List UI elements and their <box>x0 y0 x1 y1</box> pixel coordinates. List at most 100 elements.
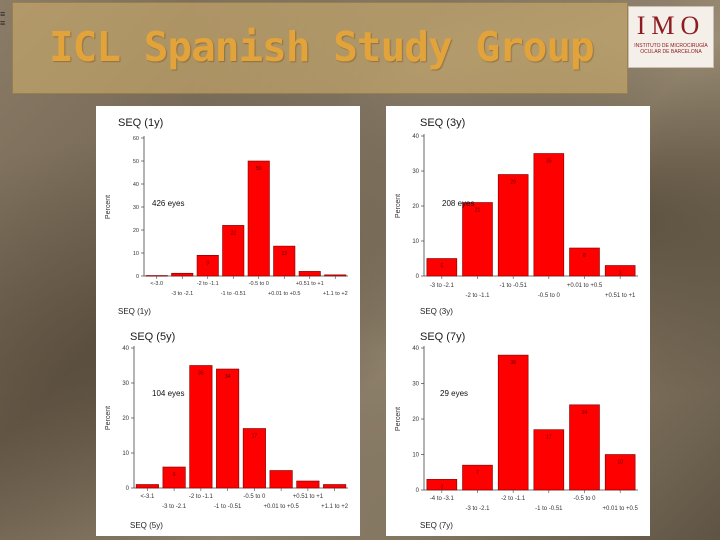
x-tick-label: -2 to -1.1 <box>501 496 526 502</box>
y-tick-label: 20 <box>412 204 419 210</box>
x-tick-label: -4 to -3.1 <box>430 496 455 502</box>
y-tick-label: 20 <box>133 228 139 234</box>
bar <box>247 160 270 277</box>
y-tick-label: 40 <box>412 346 419 352</box>
bar-data-label: 34 <box>225 374 231 380</box>
y-tick-label: 10 <box>412 239 419 245</box>
x-tick-label: +0.01 to +0.5 <box>263 504 299 510</box>
x-tick-label: +0.51 to +1 <box>296 281 324 287</box>
y-tick-label: 10 <box>412 453 419 459</box>
bar-data-label: 17 <box>546 435 552 441</box>
chart-title: SEQ (3y) <box>420 117 465 129</box>
x-tick-label: -0.5 to 0 <box>249 281 269 287</box>
bar-data-label: 38 <box>510 360 516 366</box>
y-axis-title: Percent <box>395 407 402 431</box>
x-tick-label: -3 to -2.1 <box>465 506 490 512</box>
eyes-annotation: 29 eyes <box>440 389 468 398</box>
y-tick-label: 60 <box>133 136 139 142</box>
bar <box>569 247 600 277</box>
chart-title: SEQ (5y) <box>130 331 175 343</box>
bar <box>323 484 347 489</box>
x-tick-label: +0.01 to +0.5 <box>602 506 638 512</box>
y-tick-label: 0 <box>136 274 139 280</box>
bar <box>269 470 293 489</box>
x-tick-label: -3 to -2.1 <box>162 504 187 510</box>
y-tick-label: 30 <box>133 205 139 211</box>
x-tick-label: -0.5 to 0 <box>538 293 561 299</box>
y-axis-title: Percent <box>105 406 112 430</box>
bar-data-label: 6 <box>173 472 176 478</box>
x-tick-label: -2 to -1.1 <box>465 293 490 299</box>
x-tick-label: +0.01 to +0.5 <box>567 283 603 289</box>
bar-data-label: 7 <box>476 470 479 476</box>
bar <box>135 484 159 489</box>
chart-seq3-svg: SEQ (3y) 0 10 20 30 40 Percent 5 -3 to -2.1 21 -2 … <box>395 117 638 316</box>
eyes-annotation: 208 eyes <box>442 199 474 208</box>
x-tick-label: -2 to -1.1 <box>197 281 219 287</box>
bar <box>298 271 321 277</box>
bar-data-label: 3 <box>619 271 622 277</box>
bar <box>296 480 320 489</box>
y-tick-label: 30 <box>122 381 129 387</box>
y-tick-label: 10 <box>133 251 139 257</box>
chart-seq7-svg: SEQ (7y) 0 10 20 30 40 Percent 3 -4 to -3.1 7 -3 t… <box>395 331 639 530</box>
chart-title: SEQ (7y) <box>420 331 465 343</box>
chart-panel-seq7: SEQ (7y) 0 10 20 30 40 Percent 3 -4 to -3.1 7 -3 t… <box>386 322 650 536</box>
bar-data-label: 35 <box>198 371 204 377</box>
x-tick-label: +0.01 to +0.5 <box>268 291 300 297</box>
x-tick-label: -1 to -0.51 <box>214 504 242 510</box>
x-tick-label: +0.51 to +1 <box>293 494 324 500</box>
y-axis-title: Percent <box>105 195 112 219</box>
bar <box>324 274 347 277</box>
bar-data-label: 35 <box>546 159 552 165</box>
x-tick-label: +1.1 to +2 <box>321 504 349 510</box>
bar <box>569 404 600 491</box>
bar-data-label: 50 <box>256 166 262 172</box>
chart-seq5-svg: SEQ (5y) 0 10 20 30 40 Percent <-3.1 6 -3 to -2.1… <box>105 331 349 530</box>
eyes-annotation: 426 eyes <box>152 199 184 208</box>
x-tick-label: +1.1 to +2 <box>323 291 348 297</box>
x-axis-title: SEQ (1y) <box>118 307 151 316</box>
y-tick-label: 30 <box>412 169 419 175</box>
bar-data-label: 24 <box>582 410 588 416</box>
bar <box>462 202 493 277</box>
y-axis-title: Percent <box>395 194 402 218</box>
x-tick-label: <-3.0 <box>150 281 163 287</box>
y-tick-label: 10 <box>122 451 129 457</box>
bar-data-label: 29 <box>510 180 516 186</box>
bar <box>189 365 213 489</box>
x-tick-label: -0.5 to 0 <box>243 494 266 500</box>
eyes-annotation: 104 eyes <box>152 389 184 398</box>
bar <box>604 454 636 491</box>
title-banner: ICL Spanish Study Group <box>12 2 628 94</box>
x-tick-label: -2 to -1.1 <box>189 494 214 500</box>
bar <box>533 153 565 277</box>
y-tick-label: 30 <box>412 382 419 388</box>
x-tick-label: -1 to -0.51 <box>499 283 527 289</box>
bar <box>497 174 529 277</box>
y-tick-label: 0 <box>126 486 130 492</box>
bar <box>216 368 240 489</box>
bar <box>533 429 565 491</box>
x-tick-label: -3 to -2.1 <box>171 291 193 297</box>
bar-data-label: 17 <box>252 434 258 440</box>
chart-title: SEQ (1y) <box>118 117 163 129</box>
slide-title: ICL Spanish Study Group <box>49 23 595 71</box>
y-tick-label: 20 <box>412 417 419 423</box>
x-tick-label: +0.51 to +1 <box>605 293 636 299</box>
bar-data-label: 5 <box>440 264 443 270</box>
y-tick-label: 40 <box>133 182 139 188</box>
x-tick-label: -0.5 to 0 <box>573 496 596 502</box>
bar-data-label: 22 <box>230 230 236 236</box>
bar-data-label: 9 <box>206 260 209 266</box>
y-tick-label: 20 <box>122 416 129 422</box>
x-axis-title: SEQ (5y) <box>130 521 163 530</box>
x-tick-label: -1 to -0.51 <box>221 291 246 297</box>
bar-data-label: 10 <box>617 460 623 466</box>
logo-subtext: INSTITUTO DE MICROCIRUGÍA OCULAR DE BARC… <box>634 43 708 55</box>
imo-logo: IMO INSTITUTO DE MICROCIRUGÍA OCULAR DE … <box>628 6 714 68</box>
x-axis-title: SEQ (7y) <box>420 521 453 530</box>
logo-text: IMO <box>636 11 706 40</box>
bar-data-label: 8 <box>583 253 586 259</box>
bar <box>171 272 194 277</box>
